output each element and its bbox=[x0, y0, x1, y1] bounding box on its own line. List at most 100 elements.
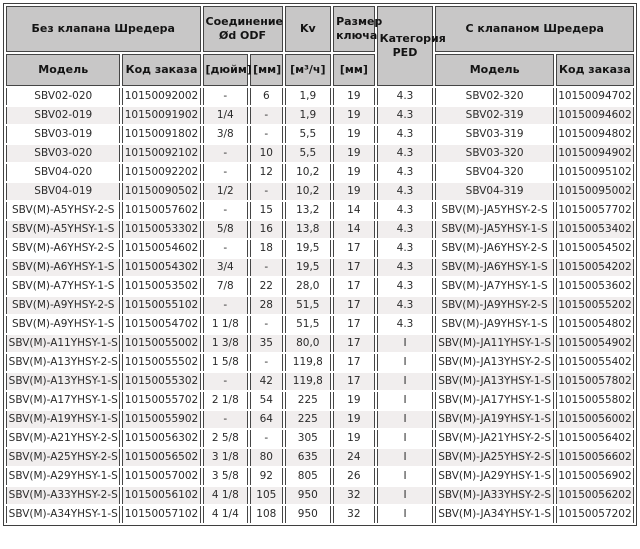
cell-ped-category: 4.3 bbox=[376, 126, 434, 143]
header-order-code-right: Код заказа bbox=[555, 54, 634, 86]
cell-key-size: 19 bbox=[333, 107, 375, 124]
cell-mm: 108 bbox=[250, 506, 283, 523]
cell-key-size: 14 bbox=[333, 202, 375, 219]
table-row: SBV03-020 10150092102-10 5,5 19 4.3 SBV03-320… bbox=[6, 145, 634, 162]
cell-kv: 225 bbox=[284, 392, 332, 409]
cell-order-code-without: 10150054702 bbox=[122, 316, 201, 333]
cell-key-size: 19 bbox=[333, 183, 375, 200]
cell-order-code-with: 10150053602 bbox=[555, 278, 634, 295]
table-row: SBV(M)-A5YHSY-1-S 10150053302 5/8 16 13,8 14 4… bbox=[6, 221, 634, 238]
table-row: SBV(M)-A7YHSY-1-S 10150053502 7/8 22 28,0 17 4… bbox=[6, 278, 634, 295]
cell-ped-category: 4.3 bbox=[376, 88, 434, 105]
cell-inch: - bbox=[202, 411, 249, 428]
table-row: SBV(M)-A25YHSY-2-S 10150056502 3 1/8 80 635 2… bbox=[6, 449, 634, 466]
cell-model-with: SBV(M)-JA34YHSY-1-S bbox=[435, 506, 554, 523]
cell-model-with: SBV(M)-JA9YHSY-1-S bbox=[435, 316, 554, 333]
cell-order-code-without: 10150056302 bbox=[122, 430, 201, 447]
cell-order-code-with: 10150056602 bbox=[555, 449, 634, 466]
cell-kv: 13,2 bbox=[284, 202, 332, 219]
cell-order-code-with: 10150094902 bbox=[555, 145, 634, 162]
cell-model-without: SBV(M)-A6YHSY-1-S bbox=[6, 259, 121, 276]
table-row: SBV04-019 10150090502 1/2-10,2 19 4.3 SBV04-3… bbox=[6, 183, 634, 200]
cell-order-code-without: 10150055302 bbox=[122, 373, 201, 390]
cell-model-with: SBV(M)-JA21YHSY-2-S bbox=[435, 430, 554, 447]
cell-key-size: 19 bbox=[333, 126, 375, 143]
cell-model-with: SBV03-319 bbox=[435, 126, 554, 143]
cell-kv: 119,8 bbox=[284, 354, 332, 371]
cell-mm: - bbox=[250, 107, 283, 124]
cell-order-code-with: 10150095102 bbox=[555, 164, 634, 181]
cell-mm: - bbox=[250, 126, 283, 143]
cell-inch: 1 5/8 bbox=[202, 354, 249, 371]
header-group-kv: Kv bbox=[284, 6, 332, 52]
cell-model-without: SBV(M)-A17YHSY-1-S bbox=[6, 392, 121, 409]
cell-model-with: SBV03-320 bbox=[435, 145, 554, 162]
cell-mm: - bbox=[250, 316, 283, 333]
cell-order-code-with: 10150054802 bbox=[555, 316, 634, 333]
cell-model-without: SBV02-020 bbox=[6, 88, 121, 105]
cell-order-code-without: 10150092102 bbox=[122, 145, 201, 162]
table-row: SBV(M)-A6YHSY-1-S 10150054302 3/4-19,5 17 4.… bbox=[6, 259, 634, 276]
cell-model-with: SBV(M)-JA17YHSY-1-S bbox=[435, 392, 554, 409]
cell-inch: 5/8 bbox=[202, 221, 249, 238]
cell-model-without: SBV03-020 bbox=[6, 145, 121, 162]
table-row: SBV04-020 10150092202-12 10,2 19 4.3 SBV04-32… bbox=[6, 164, 634, 181]
cell-inch: 3 5/8 bbox=[202, 468, 249, 485]
cell-key-size: 24 bbox=[333, 449, 375, 466]
cell-order-code-without: 10150056102 bbox=[122, 487, 201, 504]
cell-kv: 805 bbox=[284, 468, 332, 485]
cell-inch: 1/4 bbox=[202, 107, 249, 124]
cell-key-size: 19 bbox=[333, 411, 375, 428]
cell-kv: 635 bbox=[284, 449, 332, 466]
cell-model-without: SBV(M)-A33YHSY-2-S bbox=[6, 487, 121, 504]
cell-kv: 119,8 bbox=[284, 373, 332, 390]
cell-order-code-without: 10150055502 bbox=[122, 354, 201, 371]
cell-key-size: 17 bbox=[333, 316, 375, 333]
cell-order-code-without: 10150053502 bbox=[122, 278, 201, 295]
cell-model-without: SBV(M)-A13YHSY-1-S bbox=[6, 373, 121, 390]
cell-inch: 1 3/8 bbox=[202, 335, 249, 352]
cell-mm: - bbox=[250, 259, 283, 276]
cell-inch: 7/8 bbox=[202, 278, 249, 295]
cell-inch: 2 1/8 bbox=[202, 392, 249, 409]
cell-inch: 4 1/8 bbox=[202, 487, 249, 504]
cell-model-without: SBV(M)-A21YHSY-2-S bbox=[6, 430, 121, 447]
cell-ped-category: 4.3 bbox=[376, 183, 434, 200]
cell-order-code-without: 10150091802 bbox=[122, 126, 201, 143]
header-unit-kv: [м³/ч] bbox=[284, 54, 332, 86]
cell-model-with: SBV(M)-JA29YHSY-1-S bbox=[435, 468, 554, 485]
cell-kv: 10,2 bbox=[284, 164, 332, 181]
cell-kv: 950 bbox=[284, 487, 332, 504]
cell-key-size: 32 bbox=[333, 487, 375, 504]
cell-mm: 15 bbox=[250, 202, 283, 219]
cell-kv: 950 bbox=[284, 506, 332, 523]
table-row: SBV(M)-A11YHSY-1-S 10150055002 1 3/8 35 80,0… bbox=[6, 335, 634, 352]
cell-key-size: 14 bbox=[333, 221, 375, 238]
cell-model-with: SBV(M)-JA25YHSY-2-S bbox=[435, 449, 554, 466]
header-group-without-schrader: Без клапана Шредера bbox=[6, 6, 201, 52]
cell-mm: 10 bbox=[250, 145, 283, 162]
header-sub-row: Модель Код заказа [дюйм] [мм] [м³/ч] [мм… bbox=[6, 54, 634, 86]
cell-kv: 19,5 bbox=[284, 240, 332, 257]
header-order-code-left: Код заказа bbox=[122, 54, 201, 86]
cell-ped-category: I bbox=[376, 373, 434, 390]
cell-ped-category: 4.3 bbox=[376, 164, 434, 181]
cell-ped-category: 4.3 bbox=[376, 316, 434, 333]
page: Без клапана Шредера Соединение Ød ODF Kv… bbox=[3, 3, 637, 526]
header-group-row: Без клапана Шредера Соединение Ød ODF Kv… bbox=[6, 6, 634, 86]
cell-model-without: SBV03-019 bbox=[6, 126, 121, 143]
cell-order-code-without: 10150057102 bbox=[122, 506, 201, 523]
cell-model-without: SBV(M)-A9YHSY-2-S bbox=[6, 297, 121, 314]
cell-ped-category: 4.3 bbox=[376, 240, 434, 257]
cell-model-without: SBV(M)-A5YHSY-2-S bbox=[6, 202, 121, 219]
header-unit-mm: [мм] bbox=[250, 54, 283, 86]
cell-mm: 80 bbox=[250, 449, 283, 466]
cell-key-size: 19 bbox=[333, 164, 375, 181]
table-row: SBV(M)-A9YHSY-2-S 10150055102-28 51,5 17 4.3… bbox=[6, 297, 634, 314]
cell-mm: 54 bbox=[250, 392, 283, 409]
cell-order-code-without: 10150055102 bbox=[122, 297, 201, 314]
cell-model-without: SBV(M)-A11YHSY-1-S bbox=[6, 335, 121, 352]
table-row: SBV(M)-A21YHSY-2-S 10150056302 2 5/8-305 19… bbox=[6, 430, 634, 447]
cell-order-code-with: 10150057202 bbox=[555, 506, 634, 523]
cell-model-with: SBV(M)-JA19YHSY-1-S bbox=[435, 411, 554, 428]
